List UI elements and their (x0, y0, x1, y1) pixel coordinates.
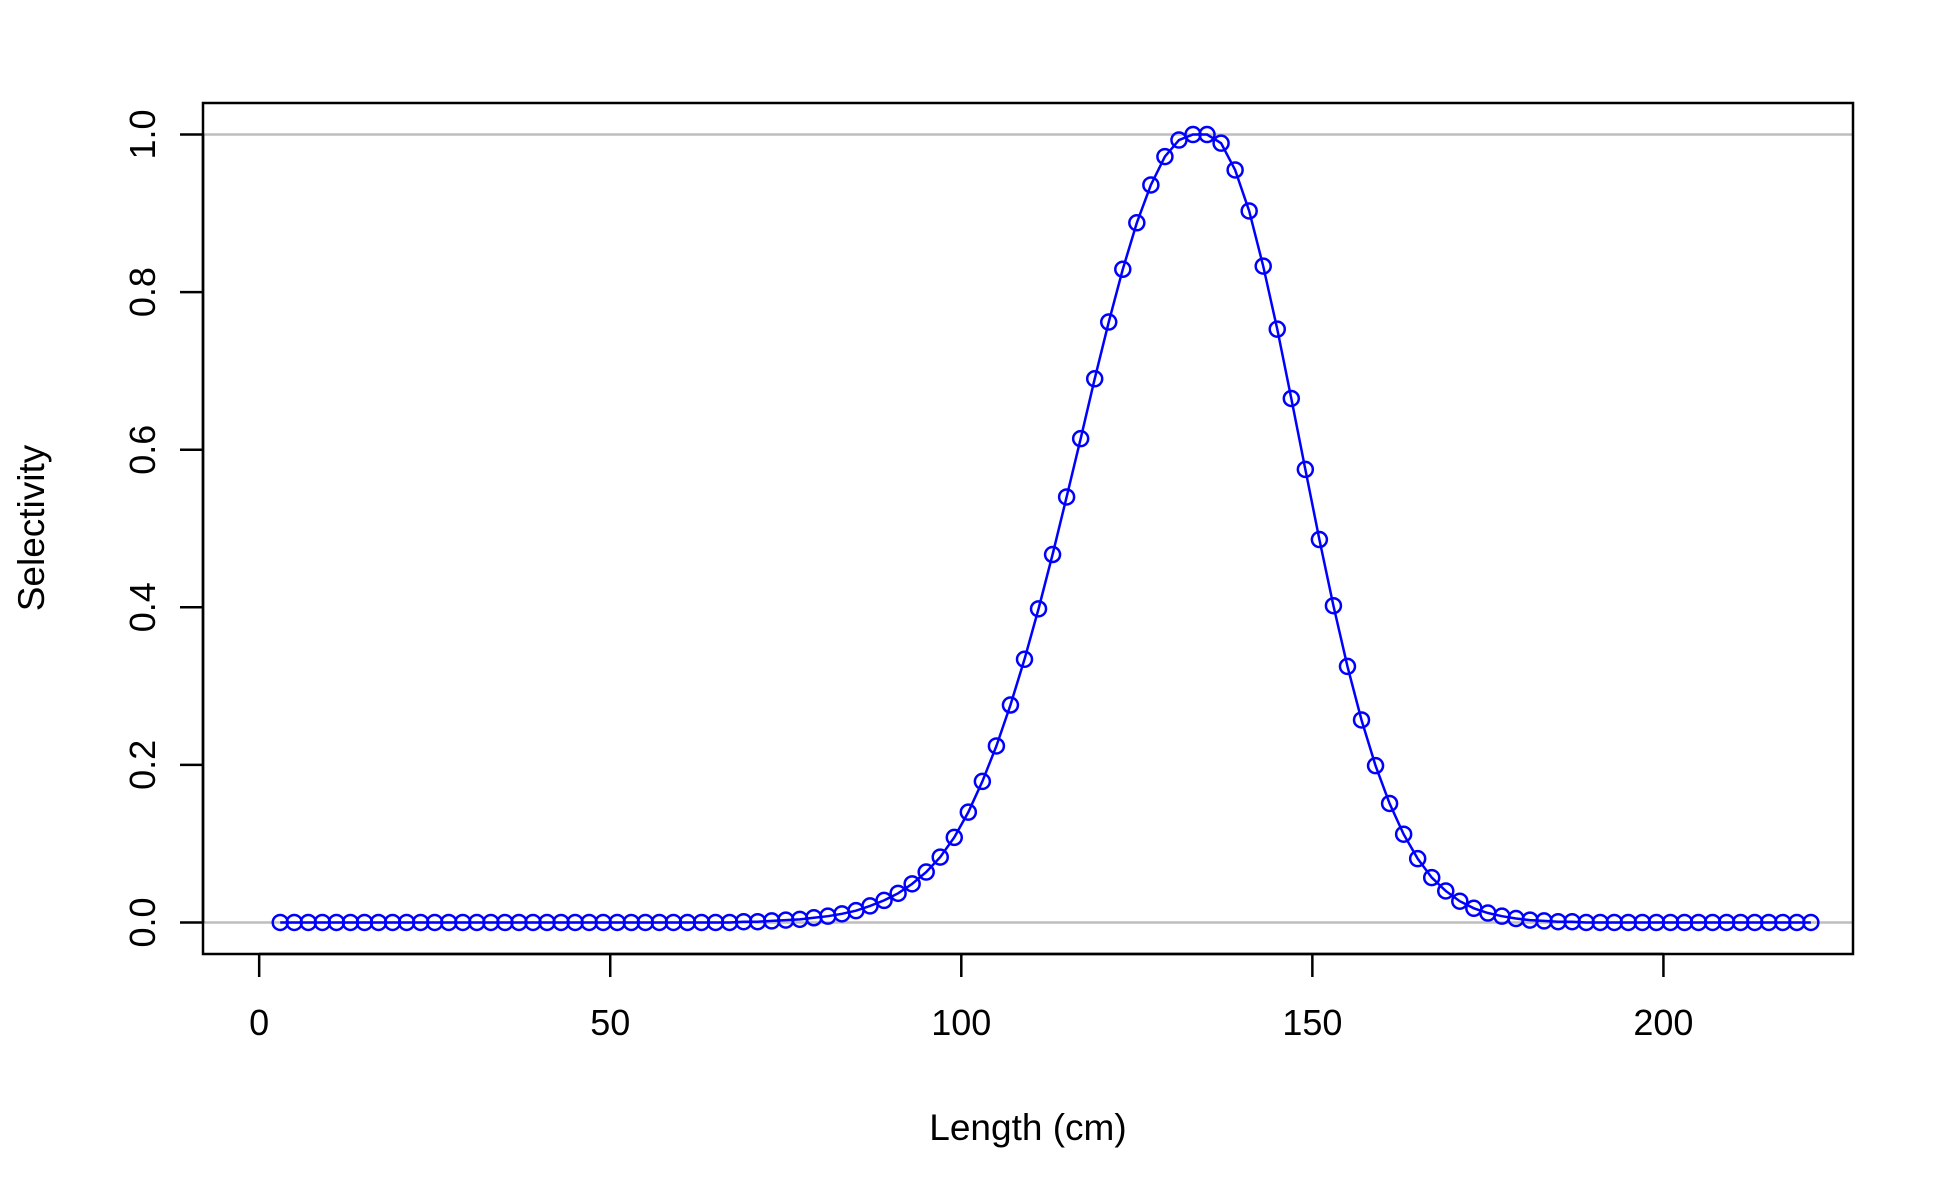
x-axis: 0 50 100 150 200 (249, 952, 1693, 1043)
data-point (1408, 849, 1427, 868)
y-tick-label: 0.8 (122, 267, 163, 317)
data-point (1282, 389, 1301, 408)
data-point (945, 828, 964, 847)
data-point (973, 772, 992, 791)
data-point (889, 884, 907, 903)
data-point (1043, 545, 1062, 564)
data-point (1296, 460, 1315, 479)
data-point (1071, 429, 1090, 448)
series-layer (271, 125, 1820, 932)
data-point (1802, 913, 1820, 932)
data-point (1085, 370, 1104, 388)
x-tick-label: 150 (1282, 1002, 1342, 1043)
data-point (903, 875, 921, 893)
y-tick-label: 0.4 (122, 582, 163, 632)
data-point (1057, 488, 1076, 506)
data-point (1226, 161, 1244, 179)
data-point (1254, 257, 1272, 275)
y-tick-label: 0.2 (122, 740, 163, 790)
data-point (1198, 125, 1216, 144)
x-tick-label: 100 (931, 1002, 991, 1043)
plot-frame (201, 101, 1855, 956)
y-axis: 0.0 0.2 0.4 0.6 0.8 1.0 (122, 109, 205, 948)
x-axis-label: Length (cm) (929, 1107, 1126, 1148)
data-point (1001, 696, 1020, 714)
data-point (1015, 650, 1034, 669)
x-tick-label: 0 (249, 1002, 269, 1043)
data-point (1338, 657, 1357, 676)
data-point (1240, 202, 1258, 220)
data-point (959, 803, 978, 821)
data-point (1352, 711, 1371, 729)
data-point (1142, 176, 1160, 194)
data-point (1437, 882, 1455, 900)
data-point (875, 891, 893, 910)
data-point (1394, 825, 1413, 843)
reference-lines (203, 133, 1853, 924)
y-tick-label: 1.0 (122, 109, 163, 159)
data-point (931, 848, 949, 866)
data-point (1128, 214, 1146, 232)
x-tick-label: 200 (1633, 1002, 1693, 1043)
x-tick-label: 50 (590, 1002, 630, 1043)
data-point (1422, 868, 1441, 887)
data-point (1451, 892, 1469, 910)
data-point (1212, 134, 1230, 152)
data-point (917, 863, 935, 881)
data-point (1366, 756, 1385, 775)
data-point (1099, 313, 1118, 331)
series-line (280, 133, 1811, 924)
data-point (1156, 147, 1174, 166)
y-tick-label: 0.6 (122, 425, 163, 475)
data-point (1029, 600, 1048, 618)
data-point (1380, 794, 1399, 813)
data-point (987, 737, 1006, 755)
y-tick-label: 0.0 (122, 897, 163, 947)
y-axis-label: Selectivity (11, 444, 52, 611)
data-point (1310, 530, 1329, 549)
data-point (1268, 320, 1287, 338)
data-point (1324, 596, 1343, 615)
data-point (1114, 260, 1132, 279)
